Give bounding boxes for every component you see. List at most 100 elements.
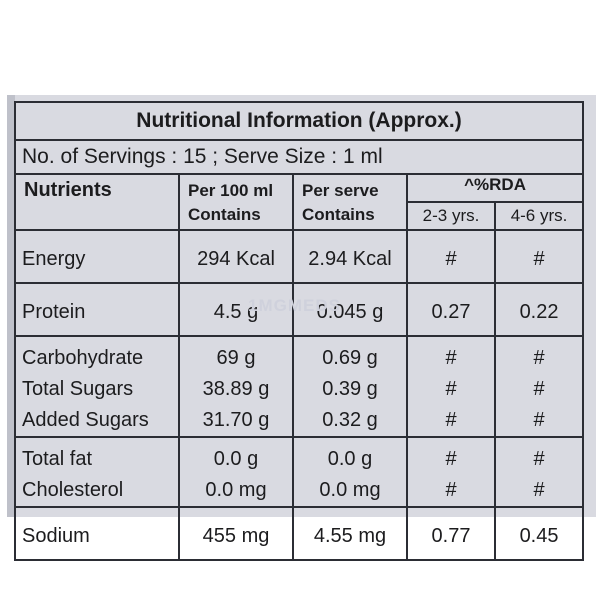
- rda-4-6-yrs-cell: 0.45: [493, 514, 585, 561]
- separator-cell: [292, 506, 408, 514]
- rda-2-3-yrs: #: [445, 448, 457, 470]
- value-per-100ml: 294 Kcal: [197, 248, 275, 270]
- group-separator: [14, 436, 585, 444]
- header-per-100ml-line1: Per 100 ml: [188, 181, 274, 200]
- rda-2-3-yrs-cell: # # #: [406, 343, 496, 438]
- rda-4-6-yrs-cell: #: [493, 237, 585, 284]
- value-per-100ml: 38.89 g: [202, 378, 270, 400]
- value-per-100ml: 455 mg: [202, 525, 270, 547]
- rda-2-3-yrs-cell: 0.77: [406, 514, 496, 561]
- value-per-serve: 0.0 g: [327, 448, 373, 470]
- separator-cell: [493, 335, 585, 343]
- nutrient-group: Total fat Cholesterol 0.0 g 0.0 mg 0.0 g 0.0 …: [14, 444, 585, 508]
- separator-cell: [292, 282, 408, 290]
- separator-cell: [406, 436, 496, 444]
- rda-2-3-yrs-cell: #: [406, 237, 496, 284]
- value-per-100ml-cell: 4.5 g: [178, 290, 294, 337]
- value-per-serve-cell: 0.69 g 0.39 g 0.32 g: [292, 343, 408, 438]
- rda-2-3-yrs: #: [445, 248, 457, 270]
- rda-4-6-yrs-cell: 0.22: [493, 290, 585, 337]
- separator-cell: [14, 229, 180, 237]
- header-age-2-3: 2-3 yrs.: [406, 201, 496, 231]
- header-per-100ml: Per 100 ml Contains: [178, 173, 294, 231]
- nutrient-name: Total fat: [22, 448, 93, 470]
- nutrient-name: Protein: [22, 301, 86, 323]
- value-per-serve: 0.69 g: [322, 347, 378, 369]
- separator-cell: [406, 506, 496, 514]
- separator-cell: [493, 282, 585, 290]
- value-per-serve-cell: 0.0 g 0.0 mg: [292, 444, 408, 508]
- value-per-100ml: 0.0 g: [213, 448, 259, 470]
- separator-cell: [406, 282, 496, 290]
- nutrient-name-cell: Protein: [14, 290, 180, 337]
- nutrient-group: Sodium 455 mg 4.55 mg 0.77 0.45: [14, 514, 585, 561]
- value-per-100ml: 31.70 g: [202, 409, 270, 431]
- group-separator: [14, 229, 585, 237]
- value-per-100ml-cell: 294 Kcal: [178, 237, 294, 284]
- separator-cell: [493, 229, 585, 237]
- rda-4-6-yrs: #: [533, 378, 545, 400]
- label-edge-shadow: [7, 95, 15, 517]
- rda-2-3-yrs: 0.27: [431, 301, 471, 323]
- value-per-100ml-cell: 0.0 g 0.0 mg: [178, 444, 294, 508]
- separator-cell: [493, 436, 585, 444]
- nutrient-name-cell: Total fat Cholesterol: [14, 444, 180, 508]
- header-nutrients: Nutrients: [14, 173, 180, 231]
- rda-2-3-yrs: 0.77: [431, 525, 471, 547]
- nutrient-group: Energy 294 Kcal 2.94 Kcal # #: [14, 237, 585, 284]
- nutrient-name-cell: Energy: [14, 237, 180, 284]
- value-per-100ml-cell: 69 g 38.89 g 31.70 g: [178, 343, 294, 438]
- nutrient-name: Total Sugars: [22, 378, 134, 400]
- separator-cell: [14, 436, 180, 444]
- servings-info: No. of Servings : 15 ; Serve Size : 1 ml: [13, 139, 585, 175]
- nutrient-name: Sodium: [22, 525, 90, 547]
- nutrient-group: Protein 4.5 g 0.045 g 0.27 0.22: [14, 290, 585, 337]
- nutrient-group: Carbohydrate Total Sugars Added Sugars 69 g…: [14, 343, 585, 438]
- value-per-100ml: 0.0 mg: [205, 479, 267, 501]
- group-separator: [14, 335, 585, 343]
- nutrient-name-cell: Carbohydrate Total Sugars Added Sugars: [14, 343, 180, 438]
- table-title: Nutritional Information (Approx.): [13, 101, 585, 141]
- value-per-serve: 0.045 g: [316, 301, 384, 323]
- rda-2-3-yrs-cell: # #: [406, 444, 496, 508]
- header-per-100ml-line2: Contains: [188, 205, 261, 224]
- value-per-serve-cell: 2.94 Kcal: [292, 237, 408, 284]
- rda-4-6-yrs: #: [533, 409, 545, 431]
- group-separator: [14, 282, 585, 290]
- rda-4-6-yrs: #: [533, 248, 545, 270]
- nutrient-name: Added Sugars: [22, 409, 149, 431]
- value-per-serve: 0.0 mg: [319, 479, 381, 501]
- separator-cell: [292, 436, 408, 444]
- nutrient-name: Energy: [22, 248, 86, 270]
- value-per-serve: 0.32 g: [322, 409, 378, 431]
- value-per-serve: 0.39 g: [322, 378, 378, 400]
- separator-cell: [14, 335, 180, 343]
- separator-cell: [406, 229, 496, 237]
- separator-cell: [178, 506, 294, 514]
- separator-cell: [14, 506, 180, 514]
- separator-cell: [406, 335, 496, 343]
- value-per-serve: 2.94 Kcal: [308, 248, 392, 270]
- nutrient-name: Carbohydrate: [22, 347, 144, 369]
- nutrient-rows: Energy 294 Kcal 2.94 Kcal # # Protein 4.5 g 0.0…: [14, 229, 585, 561]
- rda-4-6-yrs-cell: # # #: [493, 343, 585, 438]
- rda-4-6-yrs: #: [533, 448, 545, 470]
- rda-4-6-yrs: 0.22: [519, 301, 559, 323]
- rda-2-3-yrs: #: [445, 479, 457, 501]
- separator-cell: [178, 229, 294, 237]
- value-per-serve-cell: 4.55 mg: [292, 514, 408, 561]
- header-per-serve-line1: Per serve: [302, 181, 379, 200]
- value-per-100ml-cell: 455 mg: [178, 514, 294, 561]
- nutrition-table: Nutritional Information (Approx.) No. of…: [13, 101, 585, 561]
- rda-4-6-yrs: #: [533, 479, 545, 501]
- value-per-serve-cell: 0.045 g: [292, 290, 408, 337]
- rda-2-3-yrs-cell: 0.27: [406, 290, 496, 337]
- separator-cell: [178, 335, 294, 343]
- header-age-4-6: 4-6 yrs.: [493, 201, 585, 231]
- rda-4-6-yrs: 0.45: [519, 525, 559, 547]
- value-per-100ml: 4.5 g: [213, 301, 259, 323]
- rda-2-3-yrs: #: [445, 409, 457, 431]
- separator-cell: [493, 506, 585, 514]
- rda-4-6-yrs-cell: # #: [493, 444, 585, 508]
- group-separator: [14, 506, 585, 514]
